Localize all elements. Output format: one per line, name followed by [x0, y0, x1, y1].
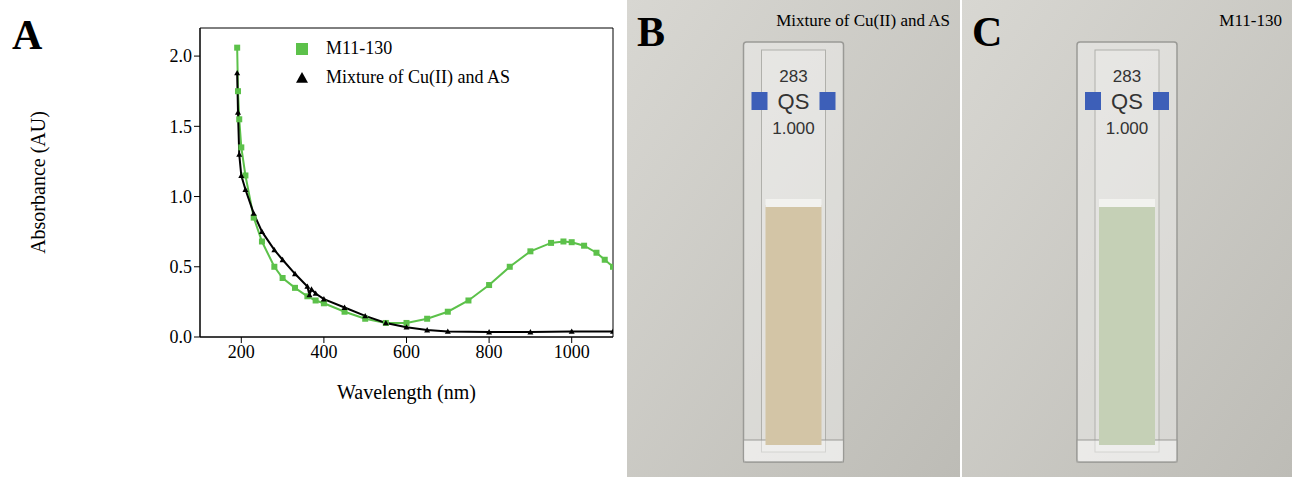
svg-text:283: 283: [779, 67, 807, 86]
svg-text:0.5: 0.5: [170, 257, 193, 277]
svg-text:Wavelength (nm): Wavelength (nm): [337, 381, 476, 404]
svg-text:QS: QS: [1111, 89, 1143, 114]
html-text:M11-130: M11-130: [326, 38, 393, 58]
svg-text:2.0: 2.0: [170, 46, 193, 66]
svg-text:400: 400: [310, 342, 337, 362]
svg-text:1.5: 1.5: [170, 117, 193, 137]
svg-text:M11-130: M11-130: [1219, 11, 1282, 30]
svg-text:283: 283: [1113, 67, 1141, 86]
svg-text:1.000: 1.000: [1106, 119, 1149, 138]
svg-text:200: 200: [228, 342, 255, 362]
svg-text:QS: QS: [778, 89, 810, 114]
svg-text:600: 600: [393, 342, 420, 362]
svg-text:1000: 1000: [554, 342, 590, 362]
svg-text:0.0: 0.0: [170, 327, 193, 347]
svg-text:1.000: 1.000: [772, 119, 815, 138]
svg-text:800: 800: [476, 342, 503, 362]
svg-text:1.0: 1.0: [170, 187, 193, 207]
html-text:Mixture of Cu(II) and AS: Mixture of Cu(II) and AS: [326, 67, 510, 87]
svg-text:Absorbance (AU): Absorbance (AU): [27, 111, 50, 254]
html-text:A: A: [12, 12, 43, 58]
svg-text:Mixture of Cu(II) and AS: Mixture of Cu(II) and AS: [776, 11, 950, 30]
svg-text:C: C: [972, 9, 1002, 55]
svg-text:B: B: [637, 9, 665, 55]
